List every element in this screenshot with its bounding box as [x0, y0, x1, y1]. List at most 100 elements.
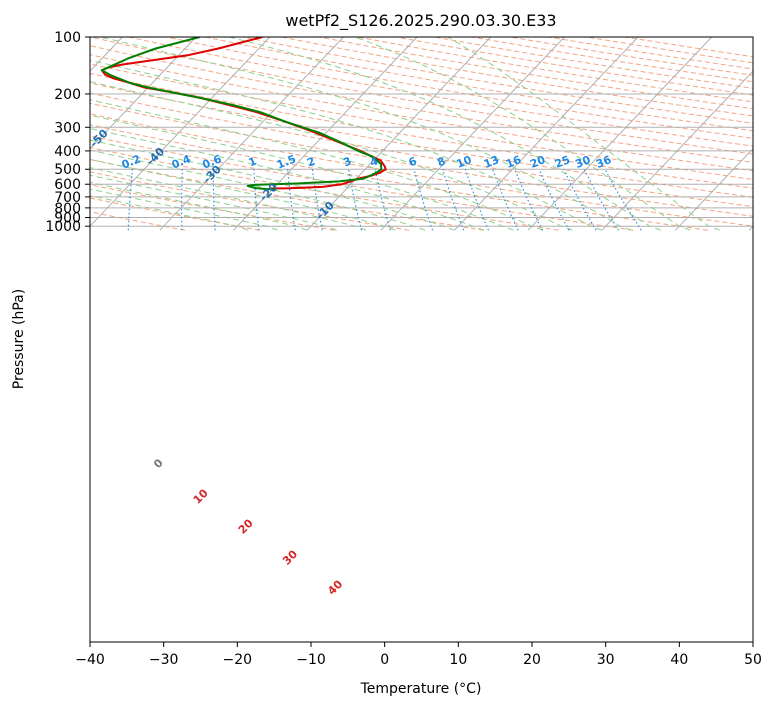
isotherm-line [675, 147, 753, 231]
mixing-ratio-line [287, 169, 296, 231]
isotherm-label: 0 [151, 456, 166, 471]
mixing-ratio-line [563, 168, 597, 231]
mixing-ratio-line [464, 169, 489, 231]
mixing-ratio-line [181, 169, 184, 231]
x-tick-label: −20 [223, 652, 253, 668]
moist-adiabat-line [90, 195, 249, 231]
x-tick-label: 0 [380, 652, 389, 668]
x-axis-ticks: −40 −30 −20 −10 0 10 20 30 40 50 [75, 642, 762, 668]
isotherm-label: 20 [236, 516, 256, 536]
moist-adiabat-line [90, 127, 485, 231]
dry-adiabat-line [90, 171, 410, 231]
mixing-ratio-label: 30 [573, 153, 592, 171]
y-tick-label: 400 [54, 144, 81, 160]
dry-adiabat-line [90, 158, 484, 231]
mixing-ratio-label: 25 [553, 153, 572, 171]
isotherm-label: 10 [191, 486, 211, 506]
moist-adiabat-line [447, 37, 720, 231]
mixing-ratio-line [583, 168, 619, 231]
mixing-ratio-line [604, 168, 642, 231]
moist-adiabat-line [90, 81, 573, 231]
moist-adiabat-line [90, 181, 308, 231]
mixing-ratio-label: 16 [504, 153, 523, 171]
mixing-ratio-label: 13 [482, 153, 501, 171]
mixing-ratio-line [253, 169, 260, 231]
isotherm-line [380, 37, 565, 231]
isotherm-line [159, 37, 344, 231]
isotherm-label: 40 [325, 577, 345, 597]
dry-adiabat-line [90, 197, 260, 231]
isotherms [0, 37, 753, 231]
y-tick-label: 100 [54, 30, 81, 46]
dry-adiabat-line [90, 113, 753, 227]
x-axis-label: Temperature (°C) [360, 681, 482, 697]
isotherm-line [601, 70, 753, 231]
moist-adiabat-line [90, 114, 514, 231]
y-tick-label: 1000 [45, 219, 81, 235]
mixing-ratio-label: 8 [435, 155, 447, 170]
moist-adiabat-line [90, 59, 603, 231]
dry-adiabat-line [90, 63, 753, 180]
mixing-ratio-line [492, 169, 519, 231]
isotherm-line [90, 37, 123, 72]
x-tick-label: −10 [296, 652, 326, 668]
y-tick-label: 700 [54, 190, 81, 206]
dry-adiabat-line [90, 82, 753, 198]
temperature-profile-line [100, 37, 387, 190]
y-tick-label: 600 [54, 177, 81, 193]
moist-adiabat-line [90, 149, 426, 231]
moist-adiabat-line [90, 139, 455, 231]
mixing-ratio-line [374, 169, 391, 231]
dry-adiabat-line [90, 211, 186, 231]
mixing-ratio-line [413, 169, 434, 231]
y-axis-label: Pressure (hPa) [11, 289, 27, 389]
x-tick-label: 40 [670, 652, 688, 668]
moist-adiabat-line [90, 99, 544, 231]
isotherm-line [527, 37, 713, 231]
moist-adiabat-line [90, 158, 396, 231]
moist-adiabat-line [354, 37, 691, 231]
y-tick-label: 900 [54, 211, 81, 227]
dry-adiabat-line [128, 37, 753, 147]
y-tick-label: 200 [54, 87, 81, 103]
x-tick-label: −40 [75, 652, 105, 668]
moist-adiabat-line [90, 174, 337, 231]
x-tick-label: 20 [523, 652, 541, 668]
dry-adiabat-line [357, 37, 753, 103]
mixing-ratio-line [514, 168, 543, 231]
dry-adiabat-line [548, 37, 753, 70]
mixing-ratio-label: 36 [594, 153, 613, 171]
mixing-ratio-labels: 0.2 0.4 0.6 1 1.5 2 3 4 6 8 10 13 16 20 25 30 36 [120, 152, 614, 171]
mixing-ratio-label: 10 [455, 153, 474, 171]
y-tick-label: 500 [54, 162, 81, 178]
mixing-ratio-label: 1 [247, 155, 259, 170]
isotherm-label: 30 [280, 547, 300, 567]
mixing-ratio-line [538, 169, 570, 231]
mixing-ratio-line [212, 169, 216, 231]
y-tick-label: 300 [54, 120, 81, 136]
isotherm-line [0, 37, 49, 230]
x-tick-label: −30 [149, 652, 179, 668]
isobars [90, 37, 753, 227]
isotherm-line [454, 37, 639, 231]
y-tick-label: 800 [54, 201, 81, 217]
moist-adiabat-line [90, 167, 367, 231]
moist-adiabat-line [229, 37, 661, 231]
x-tick-label: 50 [744, 652, 762, 668]
dry-adiabat-line [90, 102, 753, 217]
isotherm-line [90, 37, 271, 227]
dry-adiabat-line [510, 37, 753, 76]
mixing-ratio-line [442, 169, 465, 231]
dry-adiabat-line [319, 37, 753, 110]
profile-series [100, 37, 387, 191]
mixing-ratio-label: 20 [528, 153, 547, 171]
x-tick-label: 30 [597, 652, 615, 668]
mixing-ratio-label: 3 [341, 155, 353, 170]
x-tick-label: 10 [449, 652, 467, 668]
isotherm-line [90, 37, 197, 150]
mixing-ratio-label: 2 [305, 155, 317, 170]
mixing-ratio-line [348, 169, 363, 231]
dry-adiabat-line [90, 147, 559, 231]
